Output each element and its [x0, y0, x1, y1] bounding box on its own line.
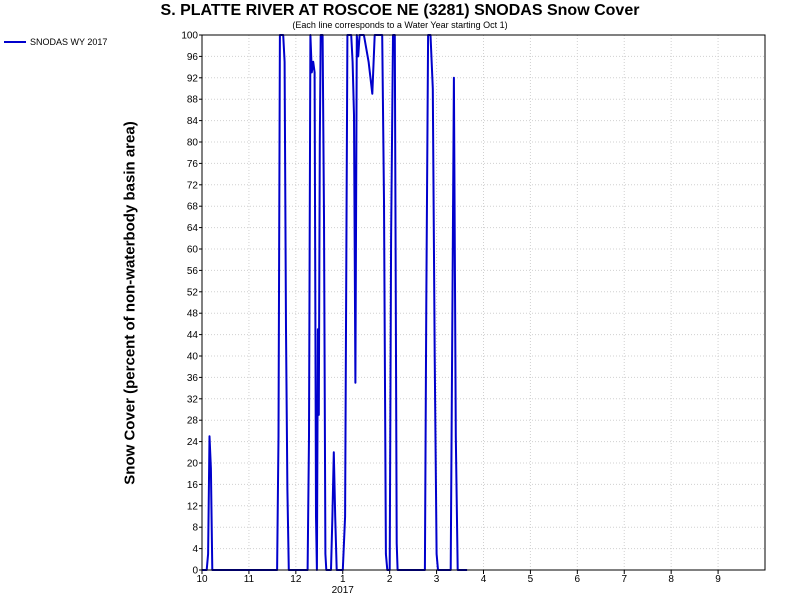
x-tick-label: 5 [528, 574, 534, 585]
y-tick-label: 0 [192, 566, 198, 577]
y-tick-label: 64 [187, 223, 199, 234]
y-tick-label: 56 [187, 266, 199, 277]
chart-title: S. PLATTE RIVER AT ROSCOE NE (3281) SNOD… [160, 2, 640, 19]
y-tick-label: 80 [187, 138, 199, 149]
x-tick-label: 2 [387, 574, 393, 585]
plot-frame [201, 34, 766, 571]
y-tick-label: 84 [187, 116, 199, 127]
y-tick-label: 40 [187, 352, 199, 363]
legend-swatch [4, 41, 26, 43]
x-tick-label: 6 [575, 574, 581, 585]
x-tick-label: 1 [340, 574, 346, 585]
y-tick-label: 96 [187, 52, 199, 63]
x-tick-label: 9 [715, 574, 721, 585]
y-tick-label: 12 [187, 501, 199, 512]
x-tick-label: 11 [244, 574, 255, 585]
series-layer [202, 34, 468, 571]
legend-entry: SNODAS WY 2017 [30, 37, 108, 47]
y-tick-label: 24 [187, 437, 199, 448]
series-line [202, 34, 468, 571]
y-tick-label: 68 [187, 202, 199, 213]
y-tick-label: 76 [187, 159, 199, 170]
y-tick-label: 8 [192, 523, 198, 534]
y-tick-label: 4 [192, 544, 198, 555]
x-tick-label: 4 [481, 574, 487, 585]
y-axis: 0481216202428323640444852566064687276808… [181, 31, 202, 577]
y-tick-label: 72 [187, 180, 199, 191]
y-tick-label: 32 [187, 394, 199, 405]
y-tick-label: 20 [187, 459, 199, 470]
x-tick-label: 3 [434, 574, 440, 585]
y-tick-label: 100 [181, 31, 198, 42]
y-tick-label: 52 [187, 287, 199, 298]
x-tick-label: 7 [621, 574, 627, 585]
y-tick-label: 16 [187, 480, 199, 491]
y-tick-label: 88 [187, 95, 199, 106]
x-tick-label: 10 [196, 574, 208, 585]
y-tick-label: 44 [187, 330, 199, 341]
x-year-label: 2017 [332, 585, 355, 596]
y-tick-label: 36 [187, 373, 199, 384]
y-tick-label: 92 [187, 73, 199, 84]
x-tick-label: 8 [668, 574, 674, 585]
y-tick-label: 60 [187, 245, 199, 256]
x-tick-label: 12 [290, 574, 302, 585]
y-tick-label: 48 [187, 309, 199, 320]
chart-subtitle: (Each line corresponds to a Water Year s… [292, 20, 508, 30]
y-tick-label: 28 [187, 416, 199, 427]
grid [202, 35, 765, 570]
legend: SNODAS WY 2017 [4, 36, 107, 48]
